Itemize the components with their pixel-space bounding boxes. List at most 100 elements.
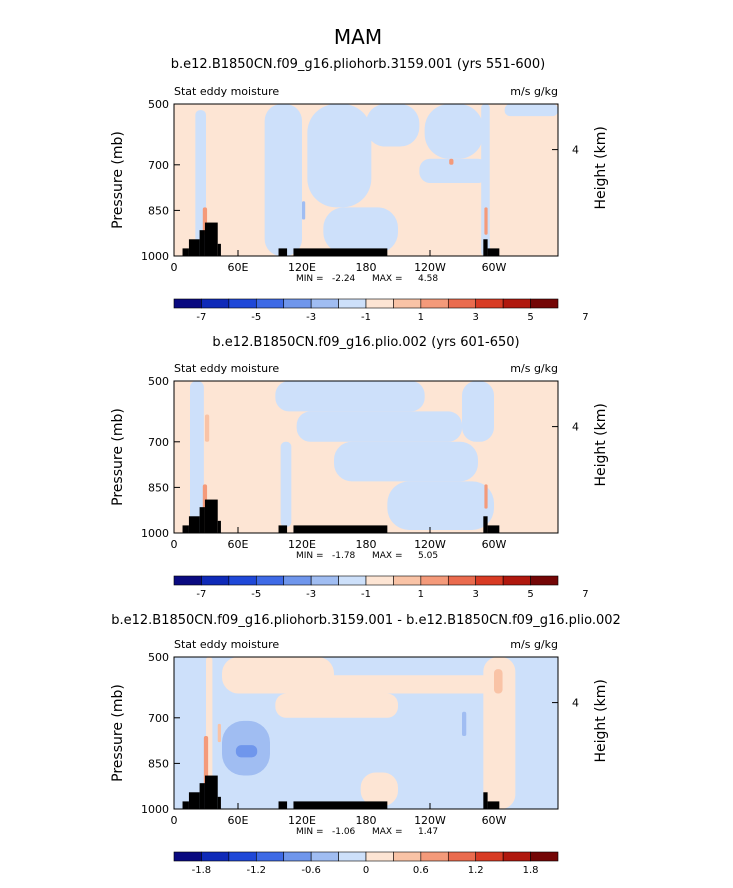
colorbar-bin [393, 298, 422, 309]
orography-block [204, 775, 218, 809]
contour-region [204, 414, 210, 442]
y-tick-label: 1000 [141, 803, 169, 816]
x-tick-label: 180 [356, 814, 377, 827]
contour-region [302, 201, 306, 220]
contour-region [504, 104, 558, 117]
colorbar-label: -1 [361, 312, 371, 323]
colorbar-bin [310, 851, 339, 862]
colorbar-bin [338, 851, 367, 862]
colorbar-bin [228, 298, 257, 309]
contour-region [203, 736, 209, 785]
max-value: 1.47 [418, 827, 438, 837]
x-tick-label: 120E [288, 261, 316, 274]
contour-region [419, 158, 489, 184]
orography-block [318, 248, 388, 256]
colorbar-bin [530, 851, 559, 862]
colorbar-bin [283, 851, 312, 862]
orography-block [483, 516, 488, 533]
x-tick-label: 120E [288, 814, 316, 827]
panel-units-label: m/s g/kg [510, 638, 558, 651]
colorbar-bin [283, 575, 312, 586]
colorbar-label: -1 [361, 589, 371, 600]
y-tick-label: 500 [148, 98, 169, 111]
y2-axis-label: Height (km) [593, 679, 609, 762]
contour-region [323, 207, 398, 253]
orography-block [182, 801, 189, 809]
colorbar-label: 1 [418, 312, 424, 323]
contour-region [264, 104, 302, 256]
x-tick-label: 180 [356, 538, 377, 551]
contour-region [366, 104, 420, 147]
colorbar-bin [447, 575, 477, 586]
x-tick-label: 60E [228, 814, 249, 827]
x-tick-label: 0 [171, 261, 178, 274]
orography-block [199, 507, 205, 533]
colorbar-bin [310, 575, 339, 586]
colorbar-bin [310, 298, 339, 309]
colorbar-bin [365, 851, 394, 862]
y-tick-label: 500 [148, 375, 169, 388]
contour-region [483, 657, 516, 809]
colorbar-bin [502, 575, 531, 586]
colorbar-label: 7 [582, 312, 588, 323]
colorbar-label: -1.8 [192, 865, 212, 876]
x-tick-label: 60E [228, 261, 249, 274]
contour-region [449, 158, 454, 165]
colorbar-bin [530, 575, 559, 586]
panels: b.e12.B1850CN.f09_g16.pliohorb.3159.001 … [110, 57, 621, 876]
colorbar-bin [420, 575, 449, 586]
max-value: 5.05 [418, 551, 438, 561]
y2-tick-label: 4 [572, 697, 579, 710]
y2-tick-label: 4 [572, 144, 579, 157]
y-axis-label: Pressure (mb) [110, 408, 126, 506]
colorbar-label: -5 [251, 589, 261, 600]
colorbar-bin [420, 298, 449, 309]
colorbar-bin [502, 298, 531, 309]
contour-region [190, 381, 204, 533]
contour-field [174, 104, 558, 256]
orography-block [487, 801, 500, 809]
contour-region [296, 411, 462, 442]
orography-block [182, 248, 189, 256]
orography-block [483, 792, 488, 809]
contour-region [235, 745, 258, 758]
colorbar-bin [475, 575, 504, 586]
orography-block [278, 248, 288, 256]
contour-region [307, 104, 372, 208]
x-tick-label: 60W [482, 538, 507, 551]
panel-title: b.e12.B1850CN.f09_g16.plio.002 (yrs 601-… [212, 335, 519, 350]
colorbar-label: 1.2 [468, 865, 484, 876]
x-tick-label: 120W [414, 814, 446, 827]
orography-block [487, 525, 500, 533]
contour-region [302, 675, 494, 694]
max-label: MAX = [372, 827, 403, 837]
y-tick-label: 850 [148, 757, 169, 770]
orography-block [487, 248, 500, 256]
y2-axis-label: Height (km) [593, 403, 609, 486]
max-value: 4.58 [418, 274, 438, 284]
colorbar-label: -7 [196, 312, 206, 323]
orography-block [318, 801, 388, 809]
contour-region [387, 481, 494, 530]
min-label: MIN = [296, 274, 324, 284]
colorbar-bin [173, 575, 202, 586]
contour-region [360, 772, 398, 806]
min-label: MIN = [296, 551, 324, 561]
colorbar-bin [283, 298, 312, 309]
colorbar-label: -5 [251, 312, 261, 323]
contour-region [484, 207, 488, 235]
y-tick-label: 1000 [141, 250, 169, 263]
orography-block [204, 222, 218, 256]
colorbar-bin [255, 298, 285, 309]
y-tick-label: 700 [148, 712, 169, 725]
contour-field [174, 381, 558, 533]
x-tick-label: 120W [414, 538, 446, 551]
colorbar-bin [201, 298, 230, 309]
colorbar-label: -7 [196, 589, 206, 600]
contour-region [334, 441, 478, 482]
colorbar-label: 5 [527, 589, 533, 600]
x-tick-label: 0 [171, 538, 178, 551]
contour-region [462, 711, 467, 737]
y-tick-label: 1000 [141, 527, 169, 540]
